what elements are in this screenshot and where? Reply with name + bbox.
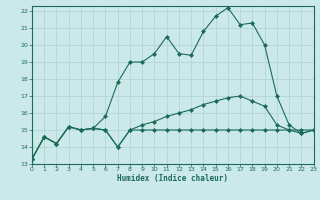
X-axis label: Humidex (Indice chaleur): Humidex (Indice chaleur) <box>117 174 228 183</box>
